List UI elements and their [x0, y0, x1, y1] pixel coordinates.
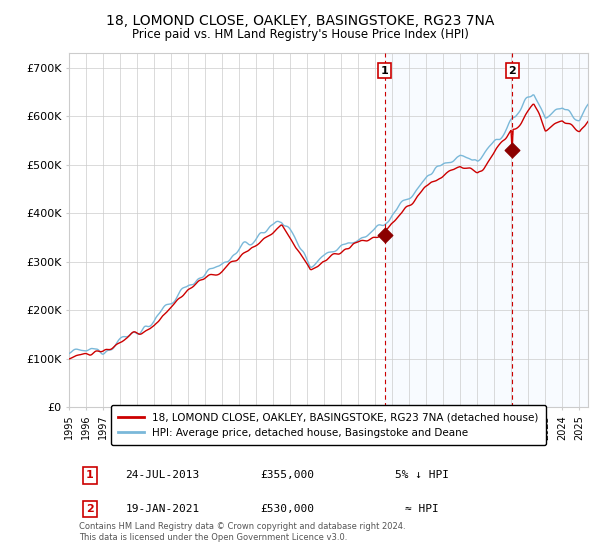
Text: 24-JUL-2013: 24-JUL-2013 [125, 470, 200, 480]
Text: 1: 1 [86, 470, 94, 480]
Text: Price paid vs. HM Land Registry's House Price Index (HPI): Price paid vs. HM Land Registry's House … [131, 28, 469, 41]
Text: Contains HM Land Registry data © Crown copyright and database right 2024.
This d: Contains HM Land Registry data © Crown c… [79, 522, 406, 542]
Text: ≈ HPI: ≈ HPI [405, 504, 439, 514]
Text: 2: 2 [86, 504, 94, 514]
Text: 18, LOMOND CLOSE, OAKLEY, BASINGSTOKE, RG23 7NA: 18, LOMOND CLOSE, OAKLEY, BASINGSTOKE, R… [106, 14, 494, 28]
Legend: 18, LOMOND CLOSE, OAKLEY, BASINGSTOKE, RG23 7NA (detached house), HPI: Average p: 18, LOMOND CLOSE, OAKLEY, BASINGSTOKE, R… [111, 405, 546, 445]
Text: £355,000: £355,000 [260, 470, 314, 480]
Text: 1: 1 [381, 66, 389, 76]
Point [508, 146, 517, 155]
Point [380, 231, 389, 240]
Text: £530,000: £530,000 [260, 504, 314, 514]
Text: 19-JAN-2021: 19-JAN-2021 [125, 504, 200, 514]
Text: 2: 2 [508, 66, 516, 76]
Bar [385, 53, 588, 407]
Text: 5% ↓ HPI: 5% ↓ HPI [395, 470, 449, 480]
